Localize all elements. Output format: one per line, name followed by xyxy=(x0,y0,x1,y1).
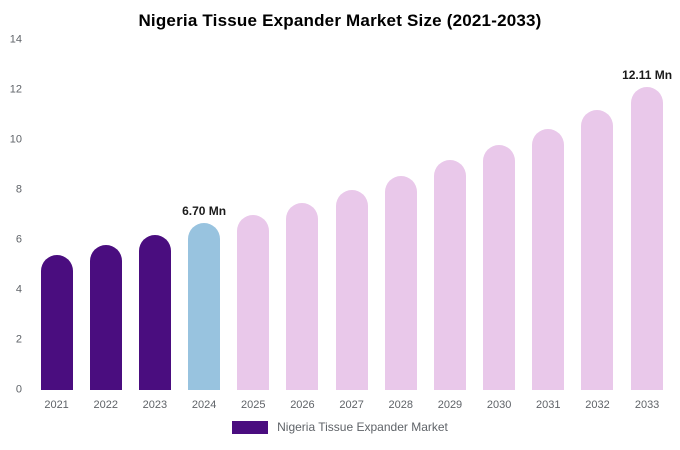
bar-2027 xyxy=(335,190,368,390)
bar-column-2026: 2026 xyxy=(278,40,327,411)
bar-column-2031: 2031 xyxy=(524,40,573,411)
bar-column-2022: 2022 xyxy=(81,40,130,411)
x-tick-label: 2033 xyxy=(634,399,660,411)
x-tick-label: 2026 xyxy=(290,399,315,411)
bar-2024 xyxy=(188,222,221,390)
bar-column-2021: 2021 xyxy=(32,40,81,411)
bar-column-2030: 2030 xyxy=(475,40,524,411)
bar-2022 xyxy=(89,245,122,390)
x-tick-label: 2025 xyxy=(241,399,266,411)
bar-2029 xyxy=(433,160,466,390)
bar-2030 xyxy=(483,145,516,390)
bar-column-2024: 6.70 Mn 2024 xyxy=(180,40,229,412)
bar-value-label: 6.70 Mn xyxy=(182,203,227,218)
bar-2028 xyxy=(384,176,417,390)
x-tick-label: 2024 xyxy=(191,399,217,411)
bar-column-2033: 12.11 Mn 2033 xyxy=(622,40,673,411)
bar-column-2025: 2025 xyxy=(229,40,278,411)
x-tick-label: 2023 xyxy=(142,399,168,411)
bar-column-2027: 2027 xyxy=(327,40,376,411)
bar-value-label: 12.11 Mn xyxy=(622,68,673,83)
legend: Nigeria Tissue Expander Market xyxy=(0,420,680,434)
x-tick-label: 2027 xyxy=(339,399,364,411)
y-tick-label: 4 xyxy=(15,283,22,296)
plot-area: 2021 2022 2023 6.70 Mn 2024 2025 2026 2027 2028 2… xyxy=(32,40,673,412)
chart-plot: 0 2 4 6 8 10 12 14 2021 2022 2023 6.70 Mn 2024 2025 2… xyxy=(10,34,673,412)
y-tick-label: 12 xyxy=(9,83,22,96)
bar-2021 xyxy=(40,255,73,390)
y-axis: 0 2 4 6 8 10 12 14 xyxy=(0,34,28,395)
y-tick-label: 6 xyxy=(15,233,22,246)
legend-swatch xyxy=(232,420,269,434)
x-tick-label: 2021 xyxy=(44,399,69,411)
y-tick-label: 14 xyxy=(9,33,22,46)
x-tick-label: 2031 xyxy=(536,399,561,411)
bar-2023 xyxy=(138,235,171,390)
bar-column-2032: 2032 xyxy=(573,40,622,411)
x-tick-label: 2032 xyxy=(585,399,610,411)
bar-column-2029: 2029 xyxy=(425,40,474,411)
chart-title: Nigeria Tissue Expander Market Size (202… xyxy=(138,11,542,30)
y-tick-label: 2 xyxy=(15,333,22,346)
y-tick-label: 8 xyxy=(15,183,22,196)
bar-column-2028: 2028 xyxy=(376,40,425,411)
legend-label: Nigeria Tissue Expander Market xyxy=(277,420,448,434)
bar-column-2023: 2023 xyxy=(130,40,179,411)
y-tick-label: 0 xyxy=(15,383,22,396)
x-tick-label: 2030 xyxy=(486,399,512,411)
bar-2033 xyxy=(631,87,664,390)
bar-2031 xyxy=(532,128,565,390)
y-tick-label: 10 xyxy=(9,133,22,146)
x-tick-label: 2022 xyxy=(93,399,118,411)
bar-2032 xyxy=(581,110,614,390)
x-tick-label: 2029 xyxy=(437,399,463,411)
bar-2026 xyxy=(286,202,319,390)
x-tick-label: 2028 xyxy=(388,399,414,411)
bar-2025 xyxy=(237,215,270,390)
